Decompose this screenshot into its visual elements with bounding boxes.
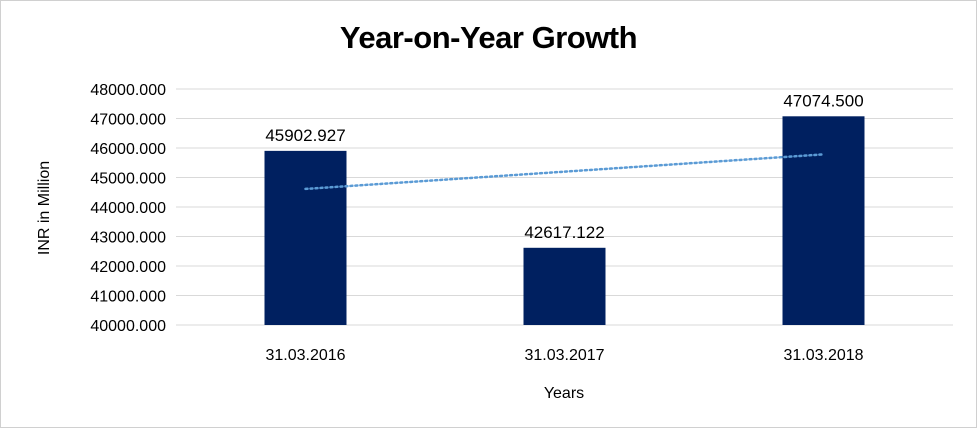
y-tick-label: 47000.000 [90, 112, 166, 129]
y-tick-label: 46000.000 [90, 141, 166, 158]
y-tick-label: 42000.000 [90, 259, 166, 276]
data-label: 47074.500 [783, 91, 863, 110]
y-tick-label: 48000.000 [90, 82, 166, 99]
x-tick-label: 31.03.2017 [524, 347, 604, 364]
x-axis-title: Years [544, 385, 584, 402]
y-tick-label: 41000.000 [90, 289, 166, 306]
y-tick-label: 40000.000 [90, 318, 166, 335]
y-tick-label: 43000.000 [90, 230, 166, 247]
bar [264, 150, 347, 325]
trendline [304, 153, 825, 191]
data-label: 45902.927 [265, 126, 345, 145]
x-tick-label: 31.03.2018 [783, 347, 863, 364]
y-tick-label: 44000.000 [90, 200, 166, 217]
chart-title: Year-on-Year Growth [339, 20, 638, 55]
y-tick-label: 45000.000 [90, 171, 166, 188]
data-label: 42617.122 [524, 223, 604, 242]
x-tick-label: 31.03.2016 [265, 347, 345, 364]
bar [782, 116, 865, 326]
bar [523, 247, 606, 325]
y-axis-title: INR in Million [36, 161, 53, 255]
